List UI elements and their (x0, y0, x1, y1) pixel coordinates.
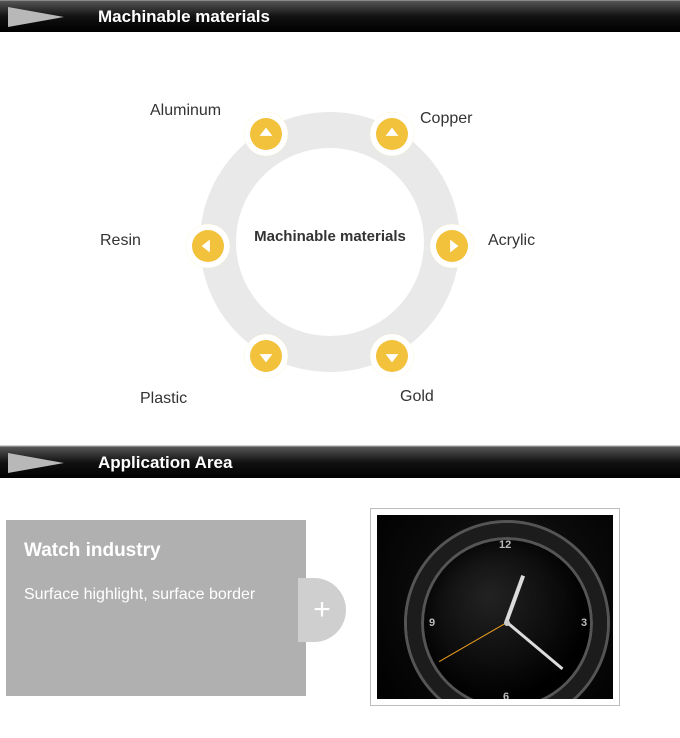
materials-diagram: Machinable materials Aluminum Copper Acryl… (0, 32, 680, 446)
pointer-icon (8, 453, 64, 473)
section-header-application: Application Area (0, 446, 680, 478)
diagram-center-label: Machinable materials (240, 228, 420, 247)
section-title: Machinable materials (98, 7, 270, 27)
application-card: Watch industry Surface highlight, surfac… (6, 520, 306, 696)
application-area: Watch industry Surface highlight, surfac… (0, 478, 680, 738)
material-label: Resin (100, 232, 141, 250)
card-title: Watch industry (24, 540, 288, 562)
dial-marker: 3 (581, 617, 587, 629)
material-node (370, 112, 414, 156)
section-header-materials: Machinable materials (0, 0, 680, 32)
watch-image-frame: 12 3 6 9 (370, 508, 620, 706)
material-label: Aluminum (150, 102, 221, 120)
material-label: Gold (400, 388, 434, 406)
material-label: Copper (420, 110, 472, 128)
pointer-icon (8, 7, 64, 27)
dial-marker: 12 (499, 539, 511, 551)
card-text: Surface highlight, surface border (24, 584, 288, 606)
material-node (244, 334, 288, 378)
dial-marker: 6 (503, 691, 509, 699)
material-node (186, 224, 230, 268)
plus-icon: + (313, 593, 331, 627)
material-node (430, 224, 474, 268)
material-label: Acrylic (488, 232, 535, 250)
dial-center (504, 620, 510, 626)
dial-marker: 9 (429, 617, 435, 629)
material-node (244, 112, 288, 156)
material-node (370, 334, 414, 378)
expand-tab[interactable]: + (298, 578, 346, 642)
watch-image: 12 3 6 9 (377, 515, 613, 699)
section-title: Application Area (98, 453, 232, 473)
material-label: Plastic (140, 390, 187, 408)
